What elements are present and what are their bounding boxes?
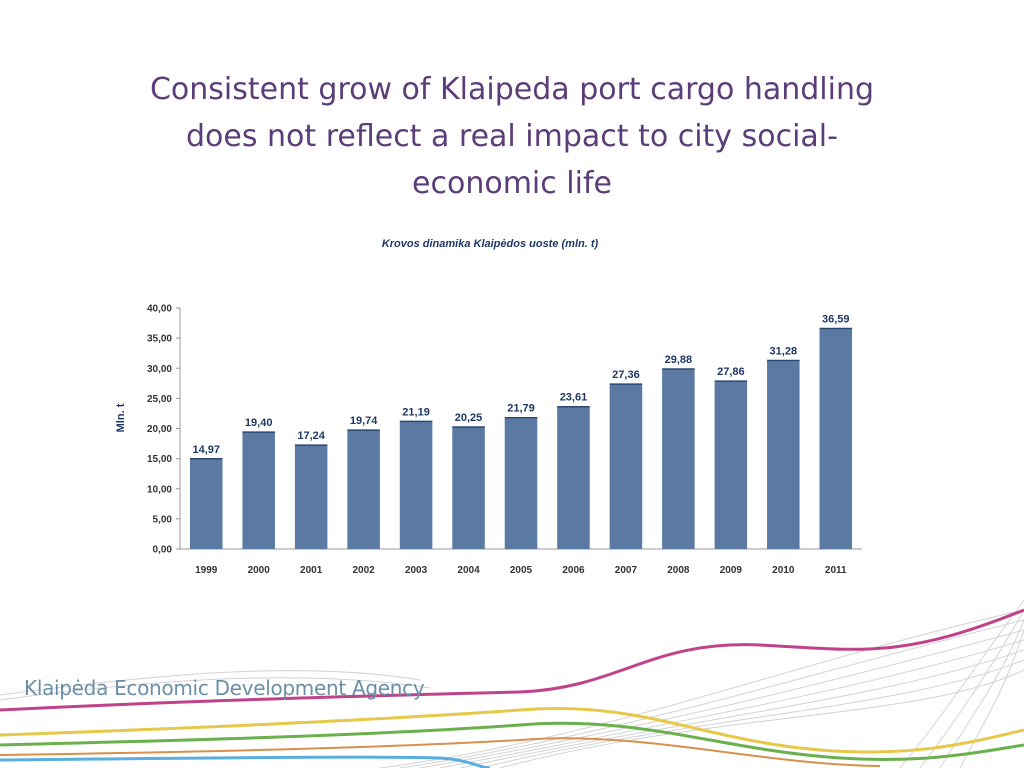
bar [242,432,275,549]
bar [294,445,328,549]
bar [609,384,643,549]
data-label: 14,97 [192,444,220,456]
bar-chart: 0,00 5,00 10,00 15,00 20,00 25,00 30,00 35,00 40… [115,304,862,576]
y-tick-label: 10,00 [147,484,172,495]
x-tick-label: 2009 [720,565,743,576]
bars [189,327,853,549]
x-tick-label: 2008 [667,565,690,576]
x-tick-label: 2002 [352,565,375,576]
y-tick-label: 35,00 [147,334,172,345]
x-tick-label: 1999 [195,565,218,576]
x-tick-label: 2001 [300,565,323,576]
chart-title: Krovos dinamika Klaipėdos uoste (mln. t) [381,238,599,250]
bar [347,430,380,549]
y-axis: 0,00 5,00 10,00 15,00 20,00 25,00 30,00 35,00 40… [147,304,862,556]
y-tick-label: 40,00 [147,304,172,315]
y-tick-label: 15,00 [147,454,172,465]
y-tick-label: 20,00 [147,424,172,435]
data-label: 36,59 [822,314,850,326]
data-label: 21,19 [402,406,430,418]
slide-title-line: economic life [412,166,612,201]
y-tick-label: 25,00 [147,394,172,405]
bar [557,406,590,549]
x-tick-label: 2010 [772,565,795,576]
data-label: 27,86 [717,366,745,378]
x-tick-label: 2005 [510,565,533,576]
bar [504,417,538,549]
x-tick-label: 2007 [615,565,638,576]
slide-title-line: does not reflect a real impact to city s… [186,119,838,154]
y-tick-label: 0,00 [153,545,173,556]
y-tick-label: 30,00 [147,364,172,375]
data-label: 19,40 [245,417,273,429]
data-label: 31,28 [770,346,798,358]
data-label: 21,79 [507,403,535,415]
y-axis-label: Mln. t [115,403,127,432]
x-tick-label: 2006 [562,565,585,576]
data-label: 19,74 [350,415,378,427]
labels: 14,97 1999 19,40 2000 17,24 2001 19,74 2002 21,1… [192,314,849,576]
slide-title-line: Consistent grow of Klaipeda port cargo h… [149,72,875,107]
x-tick-label: 2004 [457,565,480,576]
data-label: 23,61 [560,392,588,404]
data-label: 20,25 [455,412,483,424]
footer-wave-decoration [0,600,1024,768]
bar [819,328,853,549]
agency-logo-text: Klaipėda Economic Development Agency [24,676,425,700]
y-tick-label: 5,00 [153,514,173,525]
data-label: 27,36 [612,369,640,381]
x-tick-label: 2000 [248,565,271,576]
bar [662,368,695,549]
bar [767,360,800,549]
data-label: 29,88 [665,354,693,366]
bar [189,458,223,549]
bar [452,426,485,549]
bar [399,421,433,549]
x-tick-label: 2011 [825,565,847,576]
bar [714,381,748,549]
x-tick-label: 2003 [405,565,428,576]
slide-title: Consistent grow of Klaipeda port cargo h… [90,66,934,207]
data-label: 17,24 [297,430,325,442]
